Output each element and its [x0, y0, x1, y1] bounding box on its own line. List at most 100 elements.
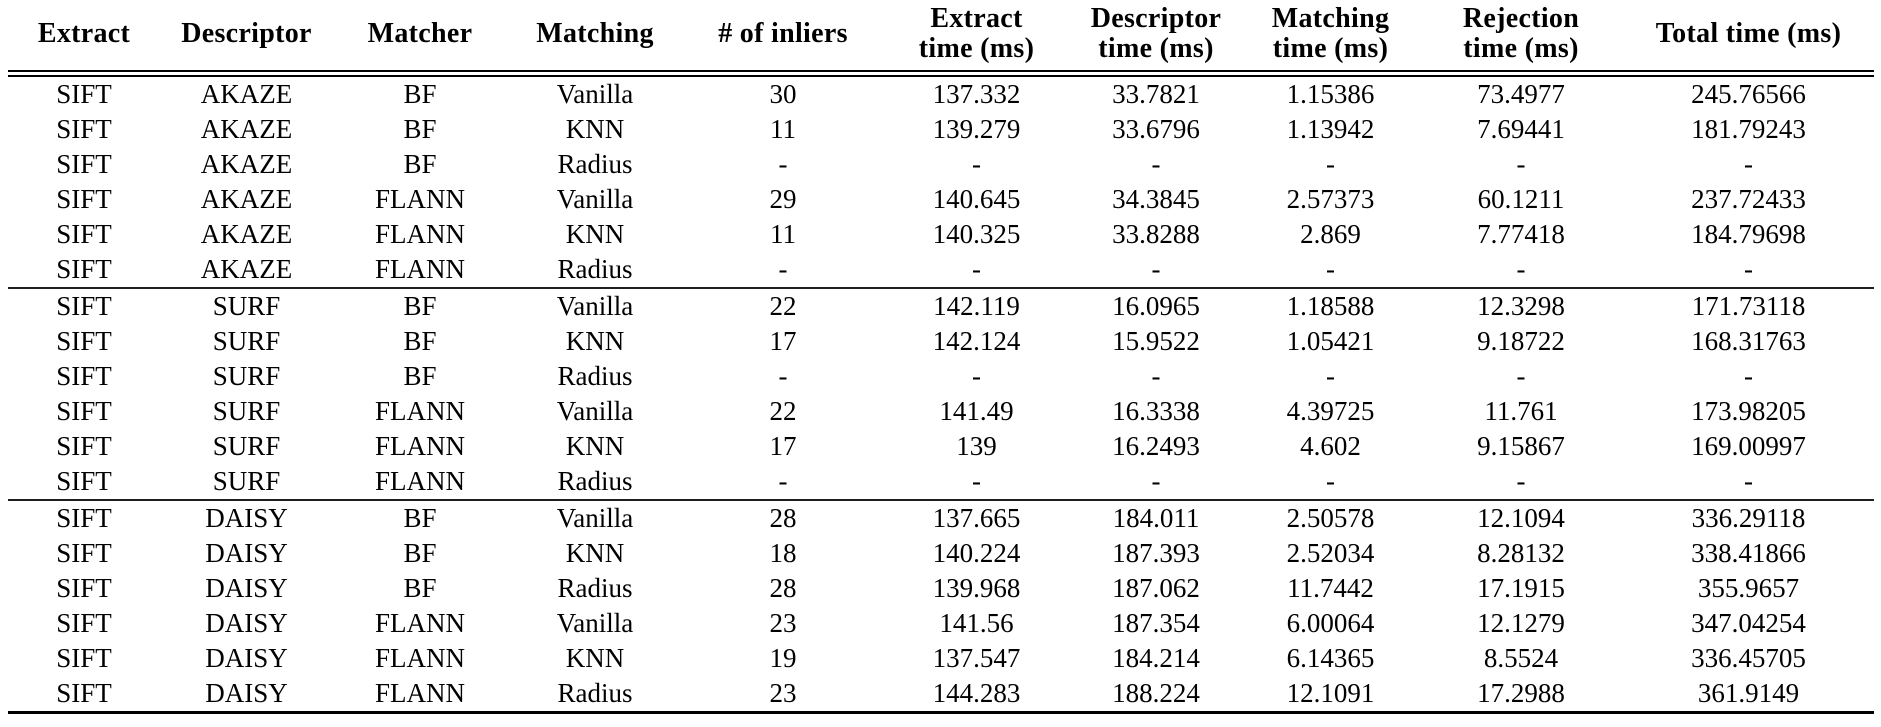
table-cell: BF: [403, 79, 437, 109]
table-cell: -: [1151, 149, 1161, 179]
table-cell: 168.31763: [1691, 326, 1806, 356]
table-cell: -: [1151, 361, 1161, 391]
header-cell-matching: Matching: [507, 0, 683, 77]
table-cell: BF: [403, 326, 437, 356]
table-cell: Vanilla: [556, 291, 634, 321]
table-cell: SIFT: [56, 114, 112, 144]
table-cell: BF: [403, 361, 437, 391]
table-cell: 144.283: [932, 678, 1021, 708]
table-cell: -: [778, 361, 788, 391]
table-cell: Radius: [557, 466, 633, 496]
table-cell: 16.3338: [1112, 396, 1200, 426]
table-cell: FLANN: [374, 396, 465, 426]
table-cell: 361.9149: [1697, 678, 1800, 708]
table-cell: AKAZE: [200, 79, 293, 109]
table-cell: 17: [769, 326, 797, 356]
header-cell-matcher: Matcher: [333, 0, 507, 77]
table-cell: Radius: [557, 254, 633, 284]
table-row: SIFT SURF FLANN KNN 17 139 16.2493 4.602 9.15867…: [8, 429, 1874, 464]
table-group-sift-akaze: SIFT AKAZE BF Vanilla 30 137.332 33.7821 1.1538…: [8, 74, 1874, 289]
table-cell: SURF: [212, 431, 281, 461]
table-cell: SIFT: [56, 396, 112, 426]
table-cell: AKAZE: [200, 219, 293, 249]
table-cell: 73.4977: [1477, 79, 1565, 109]
table-row: SIFT DAISY BF Vanilla 28 137.665 184.011 2.5057…: [8, 500, 1874, 536]
table-cell: FLANN: [374, 184, 465, 214]
table-row: SIFT DAISY BF Radius 28 139.968 187.062 11.7442…: [8, 571, 1874, 606]
table-cell: 142.119: [933, 291, 1020, 321]
table-cell: -: [1326, 254, 1335, 284]
table-cell: 33.7821: [1112, 79, 1200, 109]
table-cell: 29: [769, 184, 797, 214]
header-label: time (ms): [918, 33, 1035, 64]
table-row: SIFT DAISY FLANN Radius 23 144.283 188.224 12.1…: [8, 676, 1874, 713]
table-cell: SIFT: [56, 431, 112, 461]
header-cell-matching-time: Matching time (ms): [1242, 0, 1419, 77]
table-cell: -: [1326, 149, 1335, 179]
table-cell: 28: [769, 503, 797, 533]
table-cell: KNN: [565, 219, 625, 249]
table-cell: 4.602: [1300, 431, 1361, 461]
header-label: # of inliers: [718, 18, 848, 49]
header-label: Matching: [536, 18, 654, 49]
table-cell: 6.14365: [1286, 643, 1375, 673]
results-table: Extract Descriptor Matcher Matching # of inl…: [8, 0, 1874, 714]
table-cell: 187.393: [1112, 538, 1200, 568]
table-cell: -: [1151, 466, 1161, 496]
table-cell: SIFT: [56, 503, 112, 533]
table-cell: 1.05421: [1286, 326, 1375, 356]
table-cell: 28: [769, 573, 797, 603]
table-cell: KNN: [565, 431, 625, 461]
table-cell: BF: [403, 538, 437, 568]
table-cell: 140.325: [932, 219, 1021, 249]
table-cell: 139.968: [932, 573, 1021, 603]
header-label: Descriptor: [1090, 3, 1222, 34]
table-row: SIFT DAISY FLANN KNN 19 137.547 184.214 6.14365…: [8, 641, 1874, 676]
table-group-sift-surf: SIFT SURF BF Vanilla 22 142.119 16.0965 1.18588…: [8, 288, 1874, 500]
table-cell: 16.2493: [1112, 431, 1200, 461]
table-cell: SURF: [212, 396, 281, 426]
table-cell: 23: [769, 608, 797, 638]
table-cell: -: [778, 254, 788, 284]
table-cell: DAISY: [205, 573, 288, 603]
table-cell: FLANN: [374, 643, 465, 673]
table-cell: -: [1516, 361, 1526, 391]
table-cell: BF: [403, 149, 437, 179]
table-cell: SIFT: [56, 219, 112, 249]
table-cell: 4.39725: [1286, 396, 1375, 426]
table-cell: SURF: [212, 326, 281, 356]
table-cell: 16.0965: [1112, 291, 1200, 321]
table-cell: 140.645: [932, 184, 1021, 214]
table-cell: 9.15867: [1477, 431, 1565, 461]
table-cell: 2.50578: [1286, 503, 1375, 533]
table-cell: 2.57373: [1286, 184, 1375, 214]
table-cell: 17.2988: [1477, 678, 1565, 708]
table-cell: 188.224: [1112, 678, 1200, 708]
table-cell: DAISY: [205, 608, 288, 638]
table-cell: 19: [769, 643, 797, 673]
header-cell-descriptor: Descriptor: [160, 0, 333, 77]
table-cell: 338.41866: [1691, 538, 1806, 568]
table-cell: Radius: [557, 573, 633, 603]
table-cell: 12.1091: [1286, 678, 1375, 708]
table-cell: SIFT: [56, 361, 112, 391]
table-cell: SIFT: [56, 538, 112, 568]
header-cell-rejection-time: Rejection time (ms): [1419, 0, 1623, 77]
table-cell: 141.56: [939, 608, 1014, 638]
table-cell: FLANN: [374, 254, 465, 284]
table-cell: 139.279: [932, 114, 1021, 144]
table-cell: -: [1516, 254, 1526, 284]
table-cell: DAISY: [205, 643, 288, 673]
table-cell: SIFT: [56, 149, 112, 179]
table-cell: FLANN: [374, 608, 465, 638]
table-cell: SIFT: [56, 291, 112, 321]
table-cell: -: [1516, 466, 1526, 496]
header-label: Total time (ms): [1655, 18, 1842, 49]
table-cell: -: [972, 466, 981, 496]
table-cell: 142.124: [932, 326, 1021, 356]
table-cell: -: [1744, 254, 1753, 284]
table-cell: SIFT: [56, 79, 112, 109]
table-cell: -: [1326, 466, 1335, 496]
table-cell: 184.79698: [1691, 219, 1806, 249]
